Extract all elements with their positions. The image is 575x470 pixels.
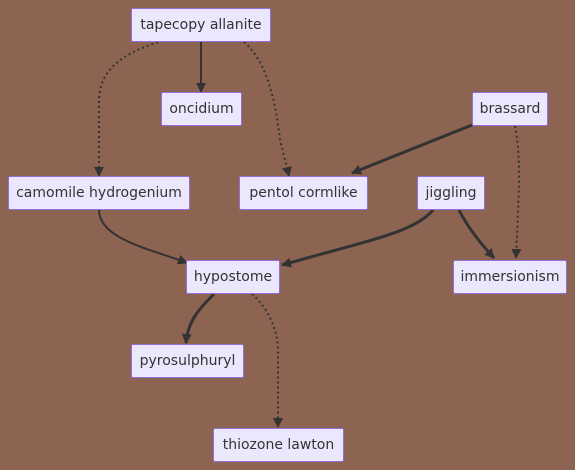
edge-brassard-to-immersionism	[511, 125, 522, 259]
edge-hypostome-to-thiozone-lawton	[251, 293, 283, 428]
node-tapecopy-allanite[interactable]: tapecopy allanite	[131, 8, 271, 42]
edge-camomile-hydrogenium-to-hypostome	[98, 209, 188, 265]
edge-jiggling-to-hypostome	[281, 209, 435, 268]
edge-hypostome-to-pyrosulphuryl	[181, 292, 216, 344]
node-hypostome[interactable]: hypostome	[186, 260, 280, 294]
node-camomile-hydrogenium[interactable]: camomile hydrogenium	[8, 176, 190, 210]
node-oncidium[interactable]: oncidium	[161, 92, 242, 126]
node-pentol-cormlike[interactable]: pentol cormlike	[239, 176, 368, 210]
edge-brassard-to-pentol-cormlike	[351, 123, 473, 175]
edge-tapecopy-allanite-to-camomile-hydrogenium	[94, 41, 159, 177]
node-pyrosulphuryl[interactable]: pyrosulphuryl	[131, 344, 244, 378]
node-brassard[interactable]: brassard	[472, 92, 548, 126]
node-thiozone-lawton[interactable]: thiozone lawton	[213, 428, 344, 462]
node-jiggling[interactable]: jiggling	[417, 176, 485, 210]
edge-jiggling-to-immersionism	[457, 209, 496, 260]
edge-tapecopy-allanite-to-pentol-cormlike	[243, 41, 292, 177]
node-immersionism[interactable]: immersionism	[453, 260, 567, 294]
